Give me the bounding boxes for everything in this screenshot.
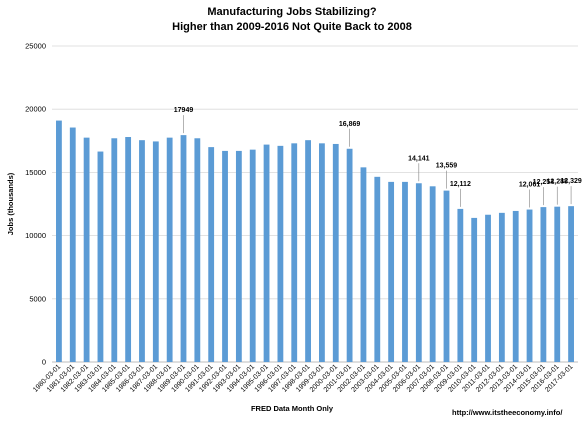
y-tick-label: 0 — [42, 358, 46, 367]
bar — [97, 151, 104, 362]
bar — [222, 150, 228, 362]
data-label: 12,061 — [519, 182, 541, 189]
bar — [152, 141, 159, 362]
y-axis-ticks: 0 5000 10000 15000 20000 25000 — [25, 42, 46, 367]
bar — [194, 138, 201, 362]
bar — [69, 127, 76, 362]
chart-title: Manufacturing Jobs Stabilizing? — [207, 6, 377, 18]
bar — [166, 137, 173, 362]
bar — [388, 181, 395, 362]
bar — [429, 186, 436, 362]
bar — [498, 212, 505, 362]
chart-subtitle: Higher than 2009-2016 Not Quite Back to … — [172, 21, 412, 33]
bar — [360, 167, 367, 362]
bar — [139, 140, 145, 362]
bar — [305, 140, 311, 362]
data-label: 12,329 — [560, 178, 582, 185]
bar — [111, 138, 118, 362]
source-url[interactable]: http://www.itstheeconomy.info/ — [452, 408, 563, 417]
bar — [554, 206, 561, 362]
bar — [415, 183, 422, 362]
bar — [291, 143, 298, 362]
bar — [83, 137, 90, 362]
bar — [235, 150, 242, 362]
bar — [277, 145, 284, 362]
y-tick-label: 5000 — [29, 294, 46, 303]
bar — [249, 149, 256, 362]
x-axis-label: FRED Data Month Only — [250, 404, 334, 413]
x-axis-ticks: 1980-03-011981-03-011982-03-011983-03-01… — [32, 363, 575, 393]
bar — [568, 206, 574, 362]
y-tick-label: 15000 — [25, 168, 46, 177]
bar — [125, 137, 132, 362]
bar — [402, 181, 408, 362]
y-tick-label: 20000 — [25, 105, 46, 114]
bar — [319, 143, 325, 362]
bar — [526, 209, 533, 362]
bar — [332, 143, 339, 362]
data-label: 12,112 — [450, 181, 471, 188]
bar — [180, 135, 187, 362]
y-tick-label: 10000 — [25, 231, 46, 240]
bar — [374, 176, 381, 362]
bar — [471, 217, 478, 362]
y-axis-label: Jobs (thousands) — [6, 172, 15, 235]
data-label: 12,288 — [547, 179, 569, 186]
bar — [512, 210, 519, 362]
bar — [443, 190, 450, 362]
data-label: 13,559 — [436, 163, 458, 170]
bars — [56, 120, 574, 363]
bar — [485, 214, 491, 362]
data-label: 16,869 — [339, 121, 361, 128]
data-labels: 17949 16,869 14,141 13,559 12,112 12,06112,25… — [174, 107, 582, 208]
data-label: 12,254 — [533, 179, 555, 186]
bar — [263, 144, 270, 362]
bar — [346, 148, 353, 362]
y-tick-label: 25000 — [25, 42, 46, 51]
bar — [208, 147, 215, 362]
data-label: 17949 — [174, 107, 194, 114]
bar — [540, 207, 547, 362]
bar — [56, 120, 62, 363]
data-label: 14,141 — [408, 155, 430, 162]
bar — [457, 208, 464, 362]
